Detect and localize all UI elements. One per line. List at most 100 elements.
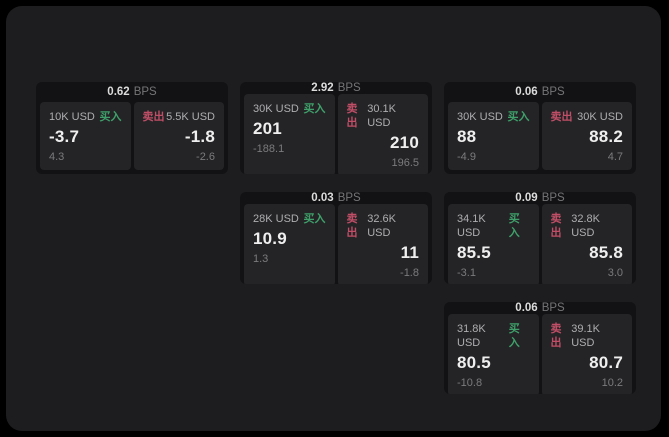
buy-amount: 31.8K USD <box>457 323 486 349</box>
card-body: 28K USD 买入 10.9 1.3 卖出 32.6K USD 11 -1.8 <box>240 204 432 284</box>
sell-panel[interactable]: 卖出 32.8K USD 85.8 3.0 <box>541 204 632 284</box>
buy-sub-value: 4.3 <box>49 151 65 163</box>
buy-header-row: 34.1K USD 买入 <box>457 212 530 240</box>
bps-unit-label: BPS <box>541 302 565 314</box>
sell-label: 卖出 <box>346 103 358 129</box>
card-header: 2.92 BPS <box>240 82 432 94</box>
card-body: 10K USD 买入 -3.7 4.3 卖出 5.5K USD -1.8 -2.… <box>36 102 228 174</box>
buy-amount: 30K USD <box>457 111 503 123</box>
sell-header-row: 卖出 32.6K USD <box>347 212 420 240</box>
buy-header-row: 28K USD 买入 <box>253 212 326 226</box>
sell-label: 卖出 <box>346 213 358 239</box>
spread-value: 0.09 <box>515 192 538 204</box>
card-header: 0.06 BPS <box>444 82 636 102</box>
quote-card-grid: 0.62 BPS 10K USD 买入 -3.7 4.3 卖出 5.5K USD… <box>36 82 636 394</box>
sell-amount: 39.1K USD <box>571 323 600 349</box>
buy-amount: 34.1K USD <box>457 213 486 239</box>
sell-header-row: 卖出 30.1K USD <box>347 102 420 130</box>
buy-amount: 10K USD <box>49 111 95 123</box>
sell-sub-value: 4.7 <box>607 151 623 163</box>
buy-sub-value: -4.9 <box>457 151 476 163</box>
bps-unit-label: BPS <box>541 86 565 98</box>
buy-label: 买入 <box>99 111 122 123</box>
sell-amount: 30.1K USD <box>367 103 396 129</box>
buy-panel[interactable]: 30K USD 买入 88 -4.9 <box>448 102 539 170</box>
buy-price: 201 <box>253 119 282 138</box>
sell-sub-value: 10.2 <box>601 377 623 389</box>
card-body: 30K USD 买入 88 -4.9 卖出 30K USD 88.2 4.7 <box>444 102 636 174</box>
sell-amount: 32.8K USD <box>571 213 600 239</box>
buy-sub-value: -3.1 <box>457 267 476 279</box>
buy-label: 买入 <box>508 323 520 349</box>
buy-panel[interactable]: 30K USD 买入 201 -188.1 <box>244 94 335 174</box>
buy-price: -3.7 <box>49 127 80 146</box>
buy-amount: 28K USD <box>253 213 299 225</box>
sell-amount: 30K USD <box>577 111 623 123</box>
sell-label: 卖出 <box>142 111 165 123</box>
buy-price: 88 <box>457 127 477 146</box>
buy-header-row: 31.8K USD 买入 <box>457 322 530 350</box>
buy-header-row: 30K USD 买入 <box>457 110 530 124</box>
bps-unit-label: BPS <box>337 82 361 94</box>
buy-panel[interactable]: 31.8K USD 买入 80.5 -10.8 <box>448 314 539 394</box>
buy-sub-value: -188.1 <box>253 143 285 155</box>
card-body: 34.1K USD 买入 85.5 -3.1 卖出 32.8K USD 85.8… <box>444 204 636 284</box>
spread-value: 2.92 <box>311 82 334 94</box>
spread-value: 0.06 <box>515 302 538 314</box>
card-header: 0.09 BPS <box>444 192 636 204</box>
sell-label: 卖出 <box>550 323 562 349</box>
quote-card: 0.06 BPS 30K USD 买入 88 -4.9 卖出 30K USD 8… <box>444 82 636 174</box>
quote-card: 0.06 BPS 31.8K USD 买入 80.5 -10.8 卖出 39.1… <box>444 302 636 394</box>
buy-amount: 30K USD <box>253 103 299 115</box>
sell-price: 210 <box>390 133 419 152</box>
sell-price: 85.8 <box>589 243 623 262</box>
sell-header-row: 卖出 32.8K USD <box>551 212 624 240</box>
spread-value: 0.03 <box>311 192 334 204</box>
buy-panel[interactable]: 28K USD 买入 10.9 1.3 <box>244 204 335 284</box>
card-body: 31.8K USD 买入 80.5 -10.8 卖出 39.1K USD 80.… <box>444 314 636 394</box>
card-header: 0.06 BPS <box>444 302 636 314</box>
card-header: 0.03 BPS <box>240 192 432 204</box>
buy-header-row: 30K USD 买入 <box>253 102 326 116</box>
sell-panel[interactable]: 卖出 30K USD 88.2 4.7 <box>541 102 632 170</box>
sell-sub-value: 3.0 <box>607 267 623 279</box>
sell-price: 11 <box>400 243 419 262</box>
quote-card: 0.62 BPS 10K USD 买入 -3.7 4.3 卖出 5.5K USD… <box>36 82 228 174</box>
sell-sub-value: -2.6 <box>196 151 215 163</box>
sell-panel[interactable]: 卖出 32.6K USD 11 -1.8 <box>337 204 428 284</box>
sell-sub-value: 196.5 <box>391 157 419 169</box>
sell-header-row: 卖出 39.1K USD <box>551 322 624 350</box>
quotes-panel: 0.62 BPS 10K USD 买入 -3.7 4.3 卖出 5.5K USD… <box>6 6 661 431</box>
quote-card: 0.03 BPS 28K USD 买入 10.9 1.3 卖出 32.6K US… <box>240 192 432 284</box>
buy-price: 85.5 <box>457 243 491 262</box>
buy-sub-value: -10.8 <box>457 377 483 389</box>
buy-label: 买入 <box>507 111 530 123</box>
sell-header-row: 卖出 30K USD <box>551 110 624 124</box>
spread-value: 0.62 <box>107 86 130 98</box>
sell-price: 88.2 <box>589 127 623 146</box>
buy-price: 10.9 <box>253 229 287 248</box>
buy-price: 80.5 <box>457 353 491 372</box>
sell-label: 卖出 <box>550 213 562 239</box>
sell-header-row: 卖出 5.5K USD <box>143 110 216 124</box>
sell-amount: 5.5K USD <box>166 111 215 123</box>
bps-unit-label: BPS <box>337 192 361 204</box>
quote-card: 0.09 BPS 34.1K USD 买入 85.5 -3.1 卖出 32.8K… <box>444 192 636 284</box>
sell-sub-value: -1.8 <box>400 267 419 279</box>
buy-header-row: 10K USD 买入 <box>49 110 122 124</box>
sell-panel[interactable]: 卖出 30.1K USD 210 196.5 <box>337 94 428 174</box>
bps-unit-label: BPS <box>541 192 565 204</box>
card-body: 30K USD 买入 201 -188.1 卖出 30.1K USD 210 1… <box>240 94 432 174</box>
buy-panel[interactable]: 10K USD 买入 -3.7 4.3 <box>40 102 131 170</box>
sell-price: 80.7 <box>589 353 623 372</box>
sell-price: -1.8 <box>184 127 215 146</box>
sell-panel[interactable]: 卖出 39.1K USD 80.7 10.2 <box>541 314 632 394</box>
buy-label: 买入 <box>303 213 326 225</box>
buy-sub-value: 1.3 <box>253 253 269 265</box>
buy-label: 买入 <box>303 103 326 115</box>
sell-panel[interactable]: 卖出 5.5K USD -1.8 -2.6 <box>133 102 224 170</box>
buy-panel[interactable]: 34.1K USD 买入 85.5 -3.1 <box>448 204 539 284</box>
spread-value: 0.06 <box>515 86 538 98</box>
sell-label: 卖出 <box>550 111 573 123</box>
buy-label: 买入 <box>508 213 520 239</box>
